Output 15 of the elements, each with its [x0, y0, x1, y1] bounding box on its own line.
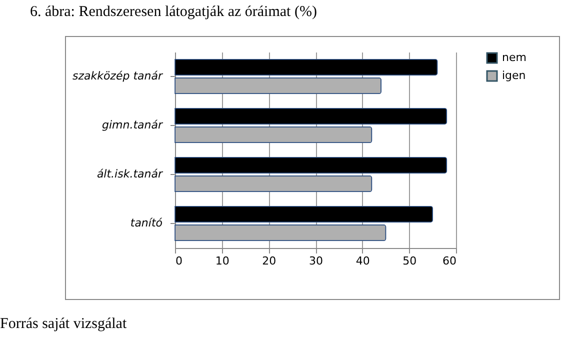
- x-tick-label: 20: [262, 254, 276, 268]
- chart-title: 6. ábra: Rendszeresen látogatják az óráimat (%): [30, 4, 317, 21]
- x-tick-label: 50: [402, 254, 417, 268]
- x-tick-label: 60: [442, 254, 456, 268]
- x-tick-label: 10: [215, 254, 230, 268]
- y-tick-label: tanító: [130, 216, 163, 230]
- text: Forrás saját vizsgálat: [0, 316, 127, 333]
- y-tick-label: gimn.tanár: [102, 118, 164, 132]
- x-tick-label: 40: [356, 254, 370, 268]
- legend-label: nem: [502, 51, 526, 64]
- legend-label: igen: [502, 69, 526, 82]
- y-tick-label: ált.isk.tanár: [96, 168, 164, 180]
- y-tick-label: szakközép tanár: [72, 70, 164, 82]
- x-tick-label: 30: [309, 254, 323, 268]
- x-tick-label: 0: [176, 254, 182, 268]
